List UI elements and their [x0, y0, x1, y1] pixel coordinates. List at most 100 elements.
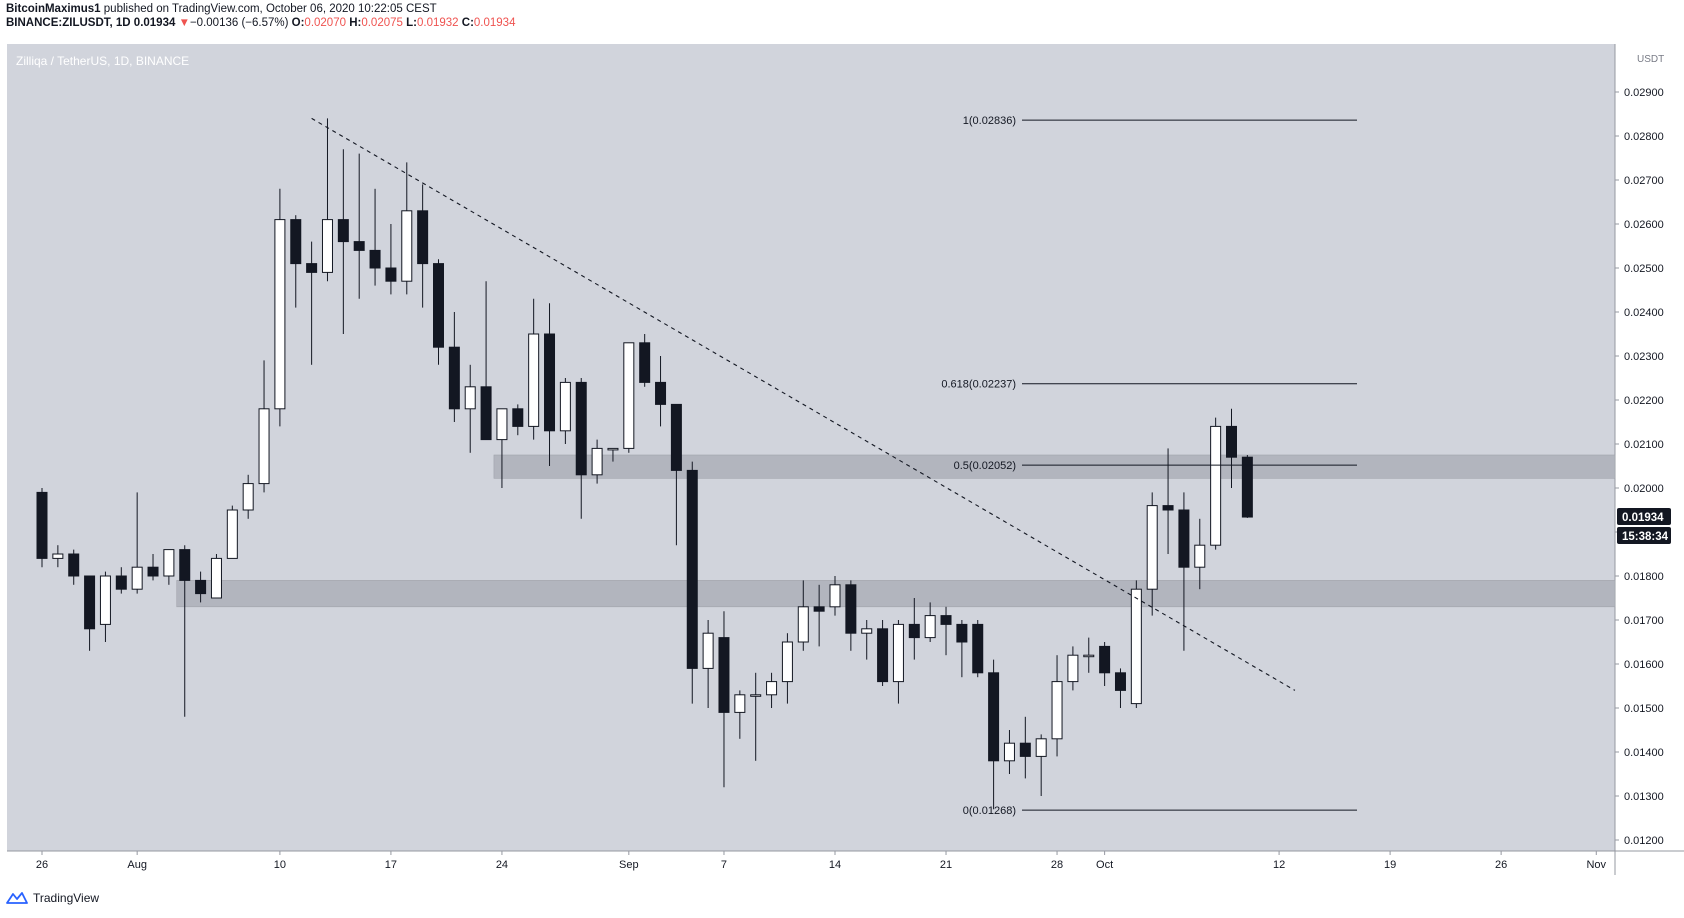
symbol-label[interactable]: BINANCE:ZILUSDT, 1D [6, 17, 131, 29]
x-axis-ticks: 26 Aug 10 17 24 Sep 7 14 21 28 Oct 12 19 26 Nov [36, 851, 1607, 871]
y-tick-label: 0.01200 [1624, 835, 1664, 847]
chart-pane[interactable] [7, 44, 1615, 851]
x-tick-label: 7 [721, 859, 727, 871]
candle-body [385, 267, 397, 282]
y-tick-label: 0.01500 [1624, 703, 1664, 715]
candle-body [1114, 672, 1126, 691]
candle-body [877, 628, 889, 683]
x-tick-label: 17 [385, 859, 397, 871]
price-badge: 0.01934 [1622, 512, 1664, 524]
candle-body [1067, 654, 1079, 683]
candle-body [401, 210, 413, 282]
close-value: 0.01934 [473, 17, 516, 29]
price-change: −0.00136 (−6.57%) [189, 17, 289, 29]
countdown-badge: 15:38:34 [1622, 531, 1669, 543]
x-tick-label: Sep [619, 859, 639, 871]
candle-body [607, 447, 619, 451]
candle-body [131, 566, 143, 590]
candle-body [1003, 742, 1015, 762]
tradingview-logo-icon [6, 892, 28, 904]
x-tick-label: 26 [1495, 859, 1507, 871]
y-tick-label: 0.01400 [1624, 747, 1664, 759]
x-tick-label: 24 [496, 859, 508, 871]
candle-body [1178, 509, 1190, 568]
candle-body [623, 342, 635, 449]
candle-body [829, 584, 841, 608]
countdown-badge-group: 15:38:34 [1617, 527, 1671, 545]
candle-body [655, 381, 667, 405]
candle-body [242, 483, 254, 511]
x-tick-label: Oct [1096, 859, 1113, 871]
footer: TradingView [6, 891, 99, 905]
candle-body [1099, 645, 1111, 674]
zone-1[interactable] [493, 454, 1616, 479]
price-axis[interactable] [1615, 44, 1684, 851]
candle-body [179, 549, 191, 581]
candle-body [1146, 505, 1158, 590]
fib-level-label: 0(0.01268) [963, 805, 1016, 817]
trendline-line[interactable] [311, 117, 1296, 691]
candle-body [559, 381, 571, 432]
descending-trendline[interactable] [311, 117, 1296, 691]
candle-body [591, 447, 603, 476]
candle-body [1241, 456, 1253, 518]
y-tick-label: 0.02700 [1624, 175, 1664, 187]
zone-2[interactable] [176, 580, 1616, 608]
y-tick-label: 0.02100 [1624, 439, 1664, 451]
candle-body [512, 408, 524, 427]
y-tick-label: 0.02600 [1624, 219, 1664, 231]
candle-body [797, 606, 809, 643]
candle-body [639, 342, 651, 383]
candle-body [988, 672, 1000, 762]
y-tick-label: 0.02500 [1624, 263, 1664, 275]
candle-body [766, 681, 778, 696]
candle-body [702, 632, 714, 669]
candle-body [321, 219, 333, 273]
candle-body [956, 623, 968, 643]
candle-body [115, 575, 127, 590]
candle-body [1019, 742, 1031, 757]
low-label: L: [406, 17, 417, 29]
candle-body [940, 615, 952, 625]
candle-body [845, 584, 857, 634]
time-axis[interactable] [7, 851, 1615, 875]
low-value: 0.01932 [416, 17, 459, 29]
fib-retracement[interactable]: 1(0.02836) 0.618(0.02237) 0.5(0.02052) 0(0.… [941, 115, 1357, 817]
candle-body [924, 615, 936, 639]
candle-body [861, 628, 873, 634]
candle-body [1083, 654, 1095, 658]
candle-body [258, 408, 270, 485]
candle-body [337, 219, 349, 243]
y-tick-label: 0.01600 [1624, 659, 1664, 671]
footer-brand[interactable]: TradingView [33, 891, 100, 905]
candle-body [274, 219, 286, 410]
y-tick-label: 0.02300 [1624, 351, 1664, 363]
last-price: 0.01934 [133, 17, 176, 29]
candle-body [1194, 544, 1206, 568]
y-tick-label: 0.02200 [1624, 395, 1664, 407]
candle-body [290, 219, 302, 265]
publisher-name[interactable]: BitcoinMaximus1 [6, 3, 101, 15]
x-tick-label: 12 [1273, 859, 1285, 871]
candle-body [448, 346, 460, 410]
candle-body [68, 553, 80, 577]
candle-body [464, 386, 476, 410]
candle-body [36, 491, 48, 559]
candle-body [480, 386, 492, 441]
candle-body [1051, 681, 1063, 740]
y-tick-label: 0.02400 [1624, 307, 1664, 319]
y-tick-label: 0.02900 [1624, 87, 1664, 99]
high-label: H: [349, 17, 362, 29]
candle-body [1130, 588, 1142, 705]
x-tick-label: 14 [829, 859, 841, 871]
x-tick-label: 28 [1051, 859, 1063, 871]
candles [36, 118, 1253, 810]
published-info: published on TradingView.com, October 06… [103, 3, 437, 15]
fib-level-label: 0.618(0.02237) [941, 379, 1016, 391]
candle-body [1035, 738, 1047, 757]
axis-unit: USDT [1637, 54, 1664, 65]
x-tick-label: Nov [1586, 859, 1606, 871]
candle-body [84, 575, 96, 630]
y-tick-label: 0.01300 [1624, 791, 1664, 803]
